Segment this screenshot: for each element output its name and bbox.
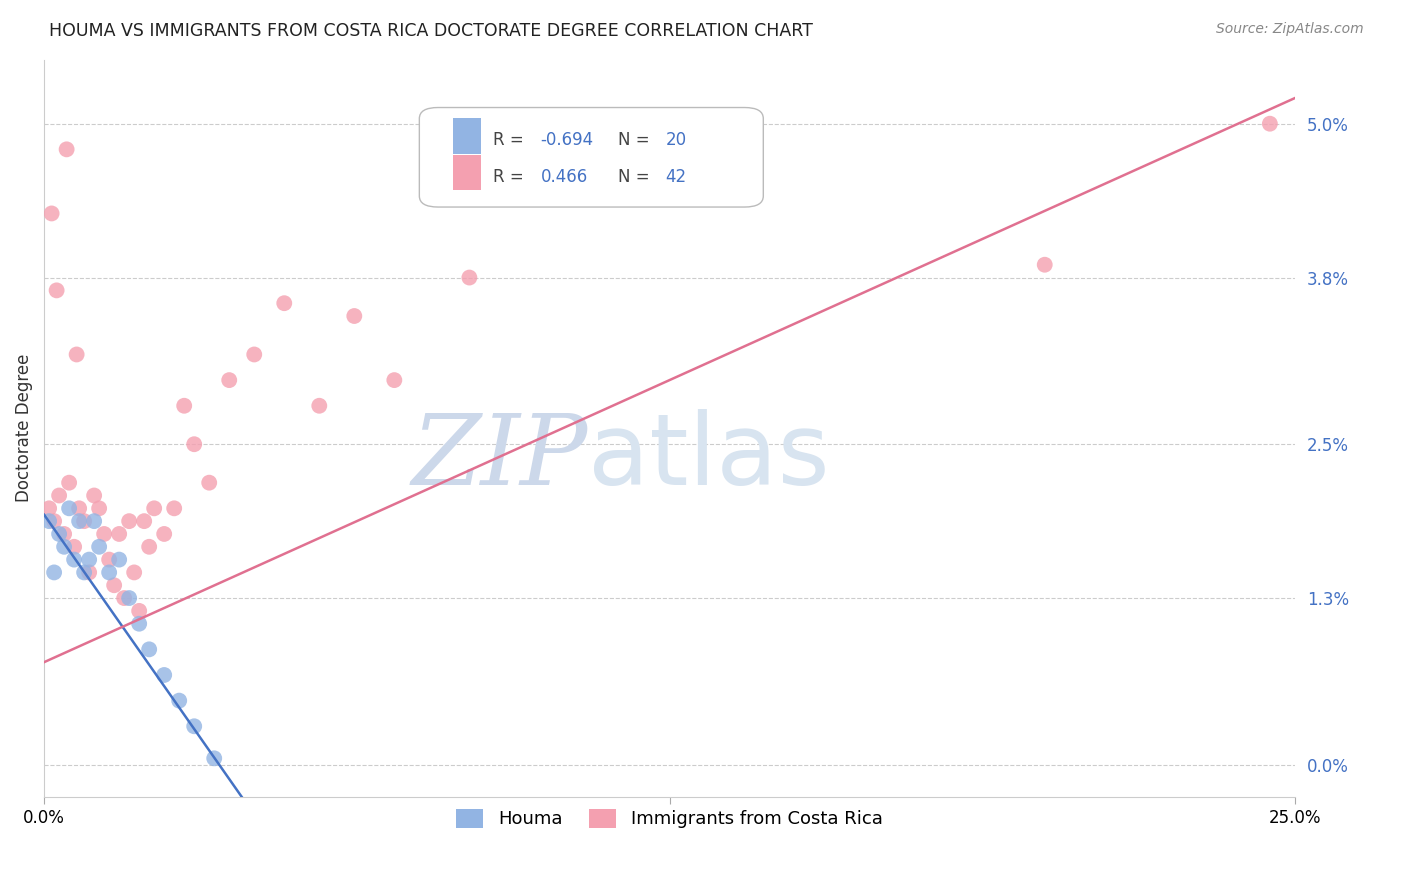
Text: R =: R =: [494, 168, 534, 186]
Point: [55, 142, 77, 156]
Point: [38, 501, 60, 516]
Point: [77, 566, 100, 580]
Text: N =: N =: [619, 168, 655, 186]
Legend: Houma, Immigrants from Costa Rica: Houma, Immigrants from Costa Rica: [449, 802, 890, 836]
Point: [128, 616, 150, 631]
Point: [89, 501, 111, 516]
Bar: [453, 118, 481, 153]
Point: [42, 566, 65, 580]
Point: [183, 719, 205, 733]
Point: [83, 488, 105, 502]
Point: [163, 501, 186, 516]
Point: [89, 540, 111, 554]
Point: [1258, 117, 1281, 131]
Point: [153, 668, 176, 682]
Bar: [453, 154, 481, 190]
Text: HOUMA VS IMMIGRANTS FROM COSTA RICA DOCTORATE DEGREE CORRELATION CHART: HOUMA VS IMMIGRANTS FROM COSTA RICA DOCT…: [49, 22, 813, 40]
Y-axis label: Doctorate Degree: Doctorate Degree: [15, 354, 32, 502]
Point: [42, 514, 65, 528]
Point: [108, 552, 131, 566]
Text: atlas: atlas: [588, 409, 830, 506]
Point: [53, 540, 76, 554]
Point: [45, 284, 67, 298]
Point: [93, 527, 115, 541]
Point: [143, 501, 166, 516]
Point: [382, 373, 405, 387]
Text: 0.466: 0.466: [541, 168, 588, 186]
Text: 20: 20: [666, 131, 688, 149]
Point: [48, 527, 70, 541]
Point: [308, 399, 330, 413]
Text: R =: R =: [494, 131, 529, 149]
Text: ZIP: ZIP: [412, 410, 588, 506]
Point: [98, 566, 121, 580]
Point: [112, 591, 135, 605]
Text: N =: N =: [619, 131, 655, 149]
Point: [128, 604, 150, 618]
Point: [83, 514, 105, 528]
Point: [98, 552, 121, 566]
Point: [533, 181, 555, 195]
Point: [108, 527, 131, 541]
Point: [273, 296, 295, 310]
Point: [183, 437, 205, 451]
Point: [67, 514, 90, 528]
Point: [173, 399, 195, 413]
Point: [138, 642, 160, 657]
Point: [1033, 258, 1056, 272]
Point: [198, 475, 221, 490]
Point: [38, 514, 60, 528]
Point: [134, 514, 156, 528]
Point: [67, 501, 90, 516]
Text: -0.694: -0.694: [541, 131, 593, 149]
Point: [118, 514, 141, 528]
Point: [77, 552, 100, 566]
Point: [41, 206, 63, 220]
Point: [73, 566, 96, 580]
Point: [202, 751, 225, 765]
Point: [458, 270, 481, 285]
Point: [167, 693, 190, 707]
Text: 42: 42: [666, 168, 688, 186]
Point: [118, 591, 141, 605]
Point: [153, 527, 176, 541]
Point: [658, 168, 681, 182]
FancyBboxPatch shape: [419, 108, 763, 207]
Point: [58, 475, 80, 490]
Point: [66, 347, 89, 361]
Point: [58, 501, 80, 516]
Point: [63, 540, 86, 554]
Point: [122, 566, 145, 580]
Point: [243, 347, 266, 361]
Point: [218, 373, 240, 387]
Point: [103, 578, 125, 592]
Point: [73, 514, 96, 528]
Point: [343, 309, 366, 323]
Point: [63, 552, 86, 566]
Point: [48, 488, 70, 502]
Text: Source: ZipAtlas.com: Source: ZipAtlas.com: [1216, 22, 1364, 37]
Point: [53, 527, 76, 541]
Point: [138, 540, 160, 554]
